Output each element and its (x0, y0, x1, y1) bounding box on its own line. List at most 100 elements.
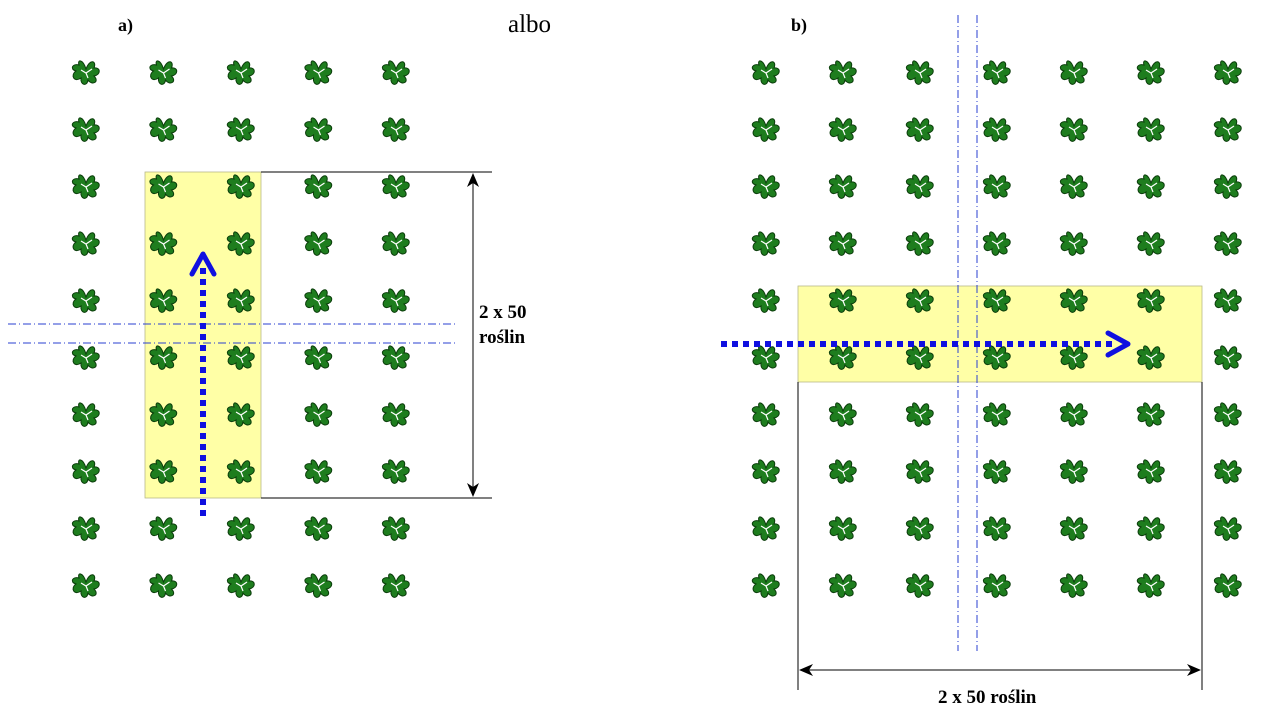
plant-icon (1059, 174, 1088, 199)
plant-icon (1136, 402, 1165, 427)
plant-icon (751, 231, 780, 256)
plant-icon (381, 402, 410, 427)
panel-b-direction-arrowhead (1105, 330, 1131, 358)
plant-icon (71, 459, 100, 484)
plant-icon (1059, 117, 1088, 142)
plant-icon (1213, 573, 1242, 598)
plant-icon (1213, 459, 1242, 484)
plant-icon (905, 459, 934, 484)
plant-icon (905, 231, 934, 256)
plant-icon (304, 60, 333, 85)
plant-icon (381, 345, 410, 370)
plant-icon (226, 117, 255, 142)
plant-icon (905, 117, 934, 142)
plant-icon (982, 60, 1011, 85)
plant-icon (982, 459, 1011, 484)
plant-icon (381, 117, 410, 142)
plant-icon (1213, 345, 1242, 370)
plant-icon (828, 174, 857, 199)
plant-icon (1136, 174, 1165, 199)
plant-icon (304, 231, 333, 256)
plant-icon (828, 231, 857, 256)
panel-b-dimension-arrow-right (1187, 664, 1201, 676)
plant-icon (905, 402, 934, 427)
plant-icon (304, 174, 333, 199)
plant-icon (1213, 516, 1242, 541)
plant-icon (1059, 60, 1088, 85)
plant-icon (71, 402, 100, 427)
plant-icon (905, 60, 934, 85)
plant-icon (1213, 231, 1242, 256)
panel-b-label: b) (791, 15, 807, 36)
plant-icon (71, 174, 100, 199)
plant-icon (828, 117, 857, 142)
plant-icon (71, 288, 100, 313)
plant-icon (71, 117, 100, 142)
plant-icon (982, 573, 1011, 598)
panel-a-dimension-label-2: roślin (479, 327, 526, 348)
plant-icon (751, 573, 780, 598)
plant-icon (1213, 60, 1242, 85)
plant-icon (304, 516, 333, 541)
plant-icon (304, 288, 333, 313)
plant-icon (304, 117, 333, 142)
plant-icon (304, 345, 333, 370)
plant-icon (982, 516, 1011, 541)
plant-icon (1059, 516, 1088, 541)
plant-icon (1213, 174, 1242, 199)
plant-icon (226, 60, 255, 85)
plant-icon (1136, 516, 1165, 541)
plant-icon (1059, 402, 1088, 427)
plant-icon (304, 459, 333, 484)
plant-icon (751, 288, 780, 313)
plant-icon (828, 402, 857, 427)
plant-icon (751, 174, 780, 199)
plant-icon (982, 402, 1011, 427)
plant-icon (149, 60, 178, 85)
plant-icon (149, 516, 178, 541)
plant-icon (381, 516, 410, 541)
plant-icon (226, 573, 255, 598)
panel-a-dimension-arrow-up (467, 173, 479, 187)
plant-icon (828, 459, 857, 484)
plant-icon (982, 231, 1011, 256)
plant-icon (1059, 231, 1088, 256)
plant-icon (71, 231, 100, 256)
plant-icon (381, 459, 410, 484)
panel-a-label: a) (118, 15, 133, 36)
plant-icon (381, 231, 410, 256)
plant-icon (1136, 60, 1165, 85)
plant-icon (226, 516, 255, 541)
plant-icon (149, 117, 178, 142)
panel-b-dimension-label: 2 x 50 roślin (938, 687, 1037, 708)
plant-icon (905, 573, 934, 598)
plant-icon (1213, 288, 1242, 313)
plant-icon (751, 345, 780, 370)
connector-text: albo (508, 11, 551, 38)
plant-icon (381, 288, 410, 313)
plant-icon (751, 459, 780, 484)
panel-a-dimension-arrow-down (467, 483, 479, 497)
plant-icon (751, 60, 780, 85)
plant-icon (828, 516, 857, 541)
plant-icon (905, 174, 934, 199)
plant-icon (71, 345, 100, 370)
panel-a-direction-arrowhead (189, 251, 217, 277)
panel-b-dimension-arrow-left (799, 664, 813, 676)
plant-icon (149, 573, 178, 598)
plant-icon (828, 60, 857, 85)
plant-icon (982, 117, 1011, 142)
plant-icon (1059, 459, 1088, 484)
plant-icon (1059, 573, 1088, 598)
plant-icon (304, 402, 333, 427)
plant-icon (381, 174, 410, 199)
plant-icon (381, 60, 410, 85)
plant-icon (71, 516, 100, 541)
plant-icon (71, 60, 100, 85)
plant-icon (751, 402, 780, 427)
plant-icon (1213, 402, 1242, 427)
plant-icon (828, 573, 857, 598)
plant-icon (1136, 231, 1165, 256)
plant-icon (1136, 459, 1165, 484)
